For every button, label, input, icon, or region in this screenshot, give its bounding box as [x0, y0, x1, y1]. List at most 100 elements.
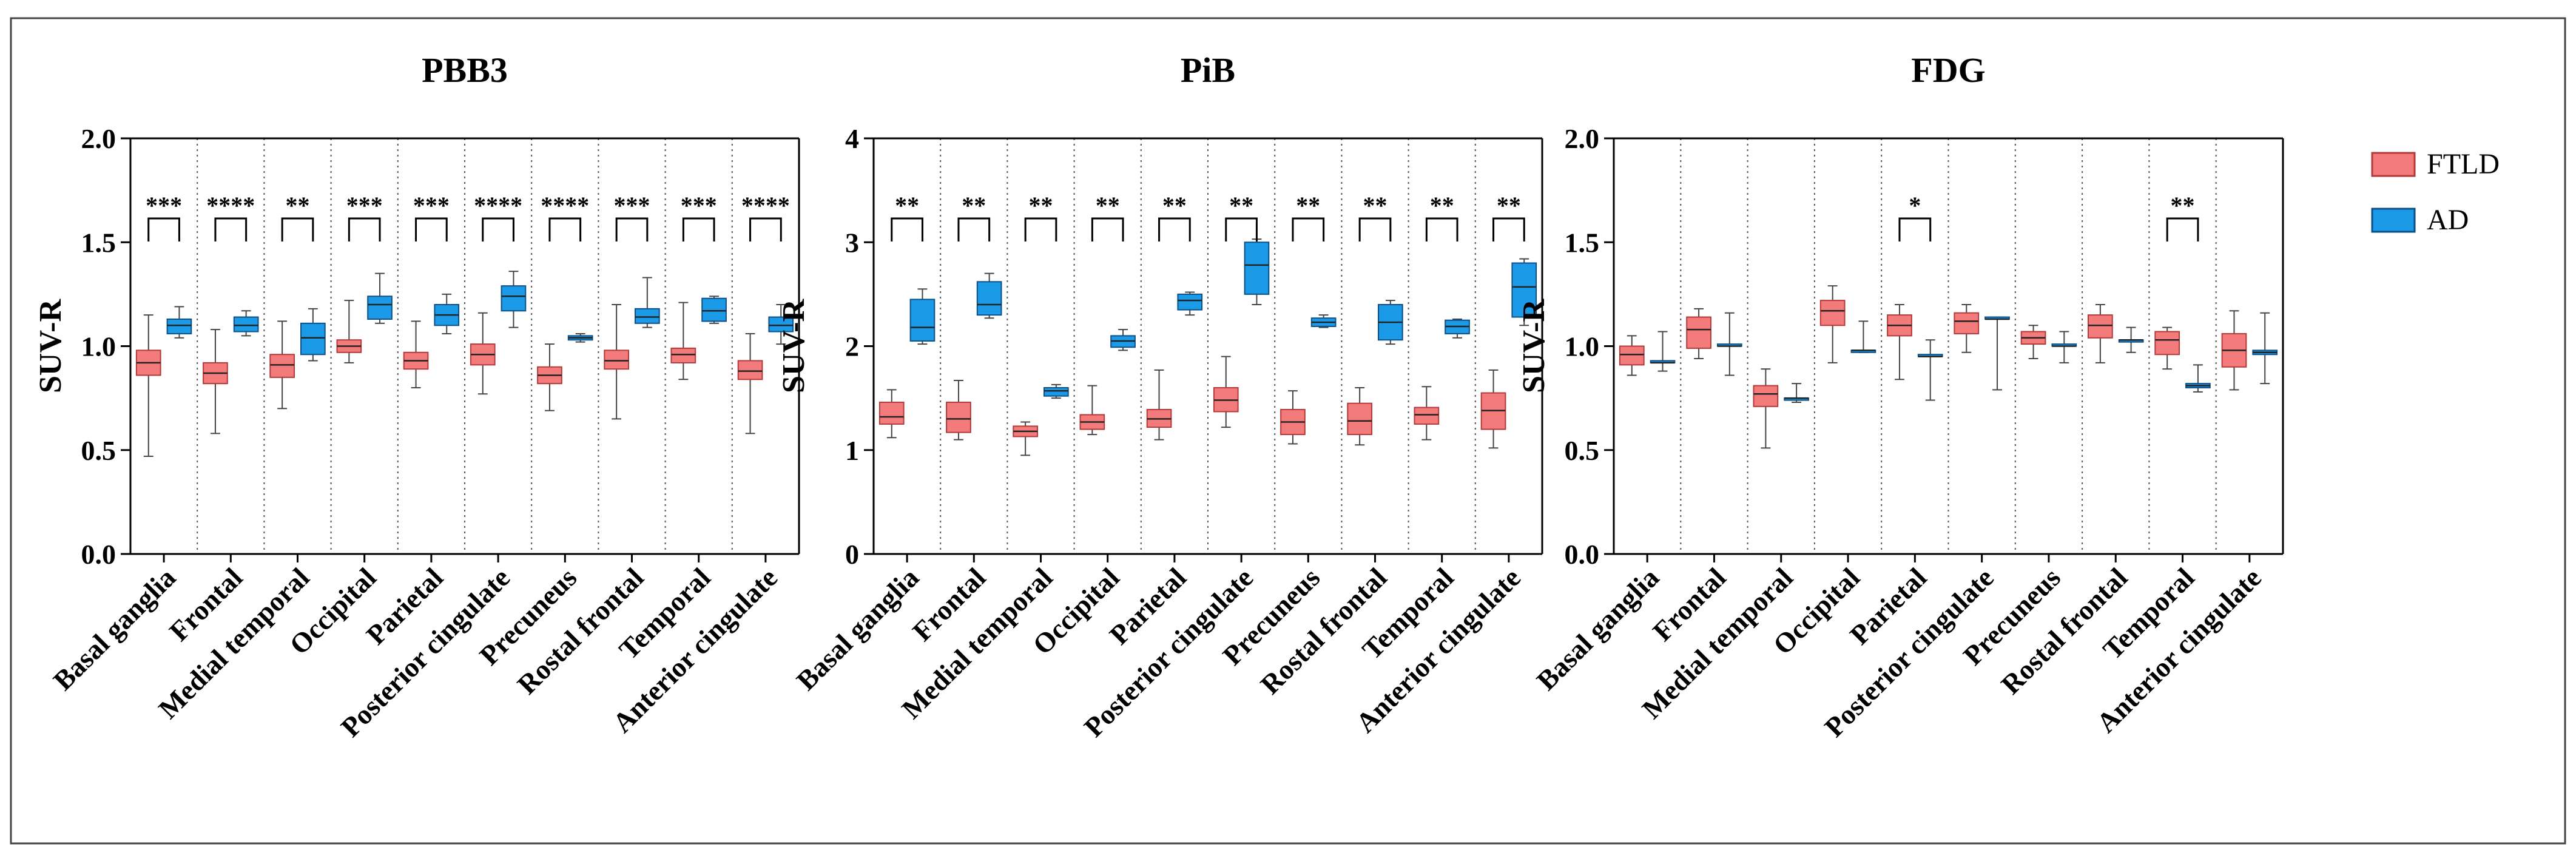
box-ad-anterior-cingulate	[768, 304, 794, 345]
y-tick-label: 0.5	[1565, 435, 1600, 466]
box-ftld-basal-ganglia	[135, 314, 161, 458]
panel-title-pib: PiB	[1181, 50, 1235, 90]
box-ad-occipital	[1850, 320, 1876, 353]
box-iqr	[1244, 241, 1270, 295]
box-ad-precuneus	[1310, 314, 1337, 328]
y-tick-label: 2	[845, 331, 859, 362]
significance-bracket	[615, 217, 649, 241]
box-ftld-medial-temporal	[1753, 368, 1779, 449]
significance-bracket	[2166, 217, 2199, 241]
y-tick-label: 1.0	[1565, 331, 1600, 362]
box-ftld-basal-ganglia	[878, 389, 905, 439]
box-ad-frontal	[1716, 312, 1742, 376]
y-axis-label-pbb3: SUV-R	[33, 299, 68, 393]
y-tick-label: 1	[845, 435, 859, 466]
box-ftld-frontal	[946, 380, 971, 441]
panel-title-fdg: FDG	[1911, 50, 1985, 90]
significance-label: **	[2171, 192, 2195, 219]
box-iqr	[233, 316, 259, 333]
box-ad-posterior-cingulate	[1984, 316, 2010, 391]
significance-bracket	[1898, 217, 1932, 241]
significance-label: ****	[741, 192, 790, 219]
box-iqr	[1347, 402, 1372, 436]
significance-bracket	[957, 217, 991, 241]
box-ftld-temporal	[2154, 326, 2180, 370]
y-tick-label: 2.0	[81, 123, 116, 154]
box-iqr	[1177, 293, 1203, 311]
box-iqr	[1619, 345, 1645, 366]
box-iqr	[768, 316, 794, 333]
significance-bracket	[891, 217, 923, 241]
box-iqr	[946, 401, 971, 433]
significance-label: **	[1096, 192, 1120, 219]
significance-label: **	[1430, 192, 1454, 219]
box-ad-medial-temporal	[1044, 383, 1069, 399]
significance-bracket	[548, 217, 582, 241]
significance-bracket	[415, 217, 448, 241]
significance-bracket	[1492, 217, 1525, 241]
y-tick-label: 0.5	[81, 435, 116, 466]
y-tick-label: 1.0	[81, 331, 116, 362]
box-iqr	[635, 308, 660, 324]
box-iqr	[976, 281, 1002, 316]
box-ad-anterior-cingulate	[2252, 312, 2278, 385]
box-iqr	[367, 295, 393, 320]
box-ad-occipital	[367, 272, 393, 324]
y-tick-label: 1.5	[1565, 227, 1600, 258]
y-axis-label-fdg: SUV-R	[1517, 299, 1551, 393]
significance-label: ****	[206, 192, 255, 219]
box-ad-parietal	[1917, 339, 1943, 401]
box-iqr	[1044, 387, 1069, 397]
box-iqr	[1753, 385, 1779, 407]
legend-swatch-ad	[2371, 208, 2416, 233]
y-tick-label: 3	[845, 227, 859, 258]
box-ad-parietal	[1177, 291, 1203, 316]
significance-label: **	[1363, 192, 1387, 219]
box-ftld-basal-ganglia	[1619, 335, 1645, 376]
box-ftld-anterior-cingulate	[1480, 369, 1506, 449]
y-tick-label: 1.5	[81, 227, 116, 258]
significance-label: ****	[474, 192, 522, 219]
box-iqr	[269, 354, 295, 378]
significance-label: **	[962, 192, 986, 219]
y-tick-label: 0.0	[1565, 539, 1600, 570]
box-ftld-occipital	[1819, 285, 1846, 363]
box-ad-medial-temporal	[300, 308, 326, 362]
significance-bracket	[749, 217, 782, 241]
box-ftld-medial-temporal	[1013, 421, 1038, 456]
legend-label-ftld: FTLD	[2427, 148, 2500, 180]
box-iqr	[1819, 300, 1846, 326]
box-ftld-posterior-cingulate	[1954, 304, 1980, 353]
significance-label: ***	[413, 192, 450, 219]
significance-bracket	[1292, 217, 1325, 241]
box-ad-temporal	[701, 295, 727, 324]
y-tick-label: 0.0	[81, 539, 116, 570]
box-iqr	[501, 285, 527, 312]
box-ftld-posterior-cingulate	[1213, 356, 1239, 428]
box-ftld-occipital	[336, 300, 362, 363]
box-ad-rostal-frontal	[1378, 300, 1403, 345]
box-iqr	[2088, 314, 2113, 339]
box-ad-rostal-frontal	[2118, 326, 2144, 353]
box-ftld-rostal-frontal	[604, 304, 629, 420]
y-tick-label: 0	[845, 539, 859, 570]
y-axis-label-pib: SUV-R	[777, 299, 811, 393]
box-iqr	[604, 349, 629, 370]
box-ad-basal-ganglia	[166, 306, 192, 339]
significance-bracket	[1225, 217, 1258, 241]
box-ftld-temporal	[1414, 386, 1440, 441]
box-iqr	[878, 401, 905, 425]
legend-swatch-ftld	[2371, 152, 2416, 177]
box-ftld-medial-temporal	[269, 320, 295, 410]
box-ad-medial-temporal	[1784, 383, 1809, 403]
box-ftld-temporal	[670, 302, 696, 380]
significance-label: **	[1229, 192, 1253, 219]
panel-title-pbb3: PBB3	[422, 50, 508, 90]
significance-bracket	[147, 217, 180, 241]
significance-label: ***	[146, 192, 182, 219]
box-iqr	[166, 318, 192, 334]
significance-label: **	[895, 192, 919, 219]
legend-label-ad: AD	[2427, 204, 2469, 236]
significance-label: ****	[541, 192, 589, 219]
